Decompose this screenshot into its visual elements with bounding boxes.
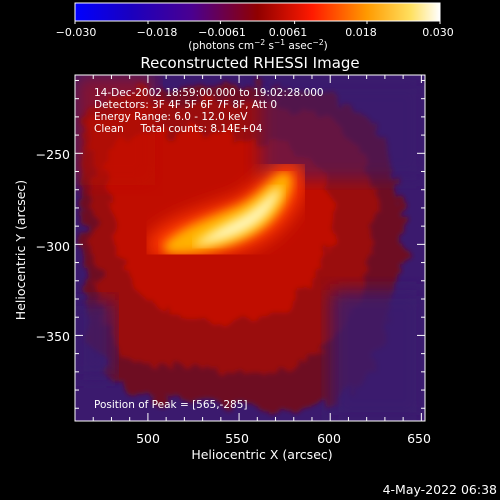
cb-tick-label: −0.0061 [198,26,246,39]
x-tick-label: 550 [225,431,249,446]
annotations: 14-Dec-2002 18:59:00.000 to 19:02:28.000… [94,87,324,411]
y-tick-label: −350 [36,329,70,344]
footer-timestamp: 4-May-2022 06:38 [383,482,497,497]
chart-title: Reconstructed RHESSI Image [140,54,359,72]
cb-tick-label: 0.030 [422,26,454,39]
x-tick-labels: 500 550 600 650 [136,431,431,446]
y-tick-label: −300 [36,239,70,254]
colorbar-ticks [74,21,441,24]
annotation-clean: Clean Total counts: 8.14E+04 [94,123,263,135]
annotation-peak: Position of Peak = [565,-285] [94,399,248,411]
cb-tick-label: −0.030 [56,26,97,39]
plot-frame [74,74,426,422]
annotation-time: 14-Dec-2002 18:59:00.000 to 19:02:28.000 [94,87,324,99]
colorbar [74,2,441,22]
colorbar-unit: (photons cm−2 s−1 asec−2) [188,38,327,52]
cb-tick-label: 0.018 [345,26,377,39]
loop-core [164,172,292,254]
cb-tick-label: 0.0061 [269,26,308,39]
x-tick-label: 600 [317,431,341,446]
cb-tick-label: −0.018 [137,26,178,39]
annotation-detectors: Detectors: 3F 4F 5F 6F 7F 8F, Att 0 [94,99,277,111]
axis-ticks [75,75,425,421]
heatmap-image [75,75,425,421]
loop-peak [192,186,281,247]
colorbar-tick-labels: −0.030 −0.018 −0.0061 0.0061 0.018 0.030 [56,26,454,39]
x-tick-label: 500 [136,431,160,446]
y-tick-label: −250 [36,147,70,162]
y-axis-label: Heliocentric Y (arcsec) [13,180,28,320]
y-tick-labels: −250 −300 −350 [36,147,70,344]
x-axis-label: Heliocentric X (arcsec) [191,447,332,462]
annotation-energy: Energy Range: 6.0 - 12.0 keV [94,111,248,123]
x-tick-label: 650 [407,431,431,446]
